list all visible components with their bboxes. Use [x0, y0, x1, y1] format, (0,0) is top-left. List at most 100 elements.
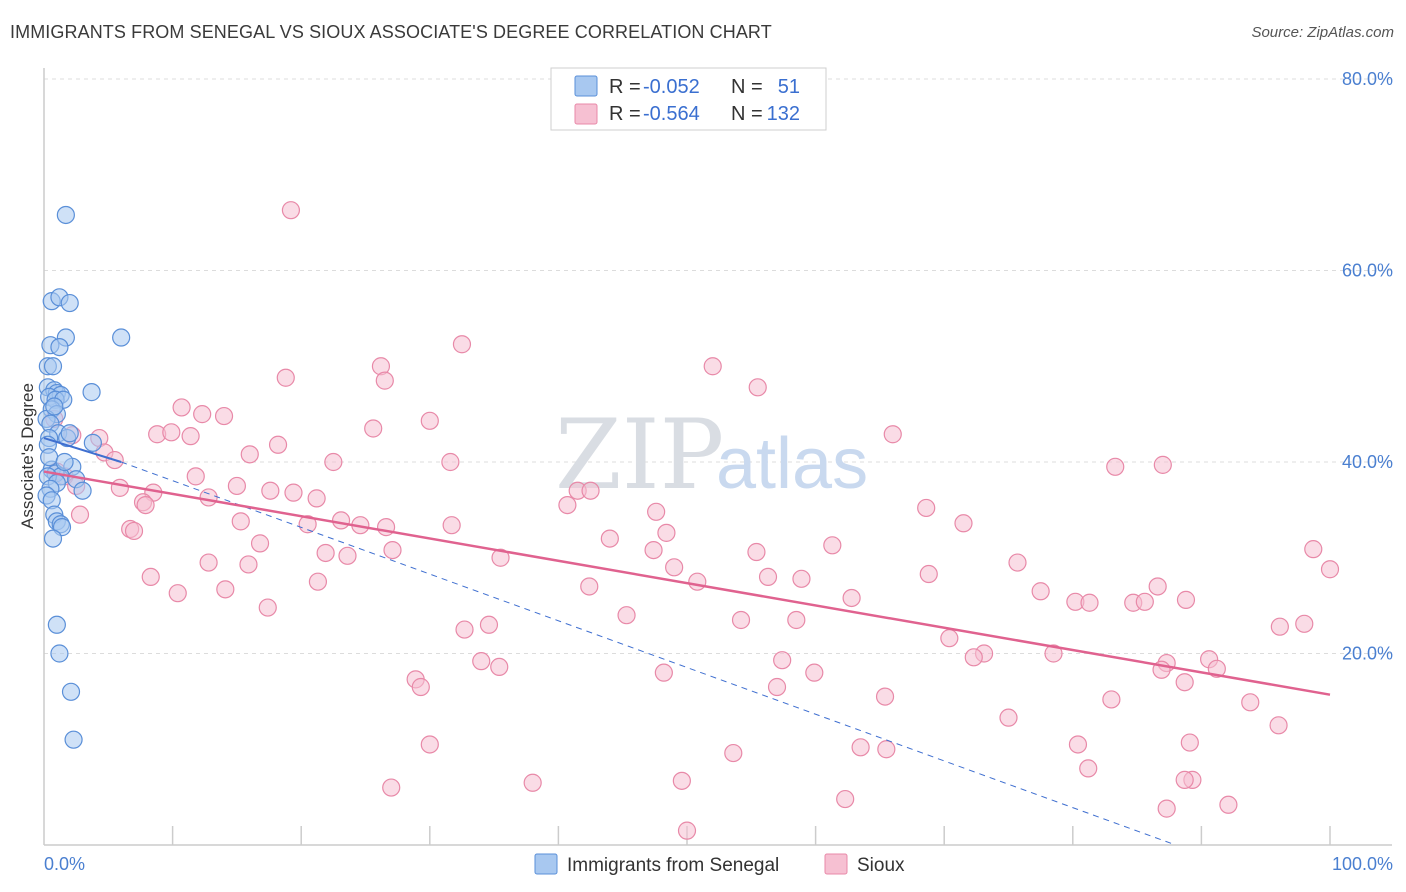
legend-n-label-sioux: N =	[731, 103, 763, 125]
legend-r-label-senegal: R =	[609, 76, 641, 98]
sioux-point-96	[940, 629, 959, 648]
bottom-legend-swatch-senegal	[534, 853, 558, 875]
sioux-point-64	[491, 548, 510, 567]
stats-legend: R = -0.052 N = 51 R = -0.564 N = 132	[550, 67, 827, 131]
sioux-point-32	[227, 476, 246, 496]
senegal-point-46	[64, 730, 83, 749]
y-tick-label-60: 60.0%	[1342, 261, 1393, 281]
sioux-point-55	[657, 523, 676, 542]
legend-r-value-sioux: -0.564	[643, 103, 700, 125]
watermark-atlas: atlas	[716, 424, 868, 504]
sioux-point-15	[181, 427, 200, 446]
legend-n-value-sioux: 132	[767, 103, 800, 125]
sioux-point-107	[654, 663, 673, 682]
sioux-point-42	[558, 495, 577, 515]
sioux-point-89	[617, 606, 636, 625]
sioux-point-61	[644, 540, 663, 560]
x-ticks	[171, 826, 1331, 845]
sioux-point-75	[688, 572, 707, 591]
legend-n-value-senegal: 51	[778, 76, 800, 98]
bottom-legend-label-senegal: Immigrants from Senegal	[567, 855, 779, 876]
bottom-legend-label-sioux: Sioux	[857, 855, 905, 876]
sioux-point-19	[268, 435, 288, 454]
source-label: Source: ZipAtlas.com	[1251, 24, 1394, 41]
sioux-point-108	[805, 663, 824, 682]
sioux-point-35	[284, 483, 303, 502]
sioux-point-43	[917, 498, 936, 518]
sioux-point-103	[490, 657, 509, 677]
sioux-point-69	[919, 564, 938, 584]
bottom-legend-swatch-sioux	[824, 853, 848, 875]
x-tick-label-max: 100.0%	[1332, 854, 1393, 874]
legend-n-label-senegal: N =	[731, 76, 763, 98]
sioux-point-1	[452, 335, 472, 354]
sioux-point-24	[441, 452, 460, 472]
sioux-point-110	[411, 677, 430, 697]
sioux-point-8	[193, 405, 212, 424]
sioux-point-0	[281, 201, 301, 220]
sioux-point-126	[382, 778, 401, 797]
sioux-point-92	[1295, 614, 1314, 633]
sioux-point-132	[1219, 795, 1238, 814]
sioux-point-83	[168, 584, 187, 603]
y-tick-label-20: 20.0%	[1342, 644, 1393, 664]
sioux-point-21	[240, 445, 259, 464]
sioux-point-50	[442, 516, 461, 535]
sioux-point-52	[954, 514, 973, 533]
sioux-point-115	[1241, 693, 1260, 712]
sioux-point-71	[1320, 560, 1340, 579]
sioux-point-63	[338, 546, 357, 565]
sioux-point-111	[1175, 673, 1194, 692]
sioux-point-48	[298, 515, 317, 534]
sioux-point-34	[261, 481, 280, 500]
sioux-point-77	[792, 569, 811, 588]
sioux-point-6	[748, 378, 767, 397]
sioux-point-41	[136, 495, 155, 515]
sioux-point-123	[1079, 759, 1098, 778]
senegal-point-0	[56, 205, 75, 225]
sioux-point-47	[231, 512, 250, 531]
senegal-point-48	[55, 452, 74, 472]
senegal-point-17	[82, 383, 101, 402]
senegal-point-50	[60, 424, 79, 443]
sioux-point-93	[1270, 617, 1289, 636]
series-legend: Immigrants from Senegal Sioux	[534, 853, 905, 876]
senegal-point-45	[61, 682, 81, 701]
sioux-point-117	[1269, 716, 1288, 735]
sioux-point-125	[672, 771, 691, 790]
sioux-trend-line	[43, 470, 1331, 696]
sioux-point-23	[324, 452, 343, 472]
senegal-point-43	[47, 615, 66, 634]
sioux-point-29	[186, 467, 205, 486]
sioux-point-59	[383, 540, 402, 560]
senegal-point-42	[43, 529, 63, 548]
sioux-point-118	[420, 735, 439, 754]
sioux-point-76	[580, 577, 599, 596]
sioux-point-4	[375, 371, 394, 390]
senegal-point-26	[83, 433, 102, 452]
sioux-point-56	[600, 529, 619, 548]
sioux-point-97	[1044, 644, 1063, 663]
senegal-trend-solid	[43, 437, 122, 463]
sioux-point-67	[239, 555, 258, 574]
sioux-point-112	[767, 677, 787, 697]
y-tick-label-40: 40.0%	[1342, 452, 1393, 472]
senegal-point-5	[112, 328, 131, 347]
legend-r-label-sioux: R =	[609, 103, 641, 125]
sioux-point-116	[999, 708, 1018, 727]
sioux-point-3	[703, 357, 722, 376]
sioux-point-79	[1135, 592, 1154, 611]
sioux-points	[45, 201, 1340, 840]
senegal-point-7	[50, 338, 69, 357]
legend-swatch-senegal	[574, 75, 598, 97]
x-tick-label-min: 0.0%	[44, 854, 85, 874]
sioux-point-88	[842, 588, 861, 608]
sioux-point-104	[773, 651, 792, 670]
sioux-point-54	[124, 521, 144, 541]
sioux-point-84	[1031, 582, 1050, 601]
sioux-point-99	[964, 648, 983, 667]
sioux-point-44	[70, 505, 90, 524]
sioux-point-74	[758, 567, 778, 587]
sioux-point-57	[250, 534, 270, 553]
